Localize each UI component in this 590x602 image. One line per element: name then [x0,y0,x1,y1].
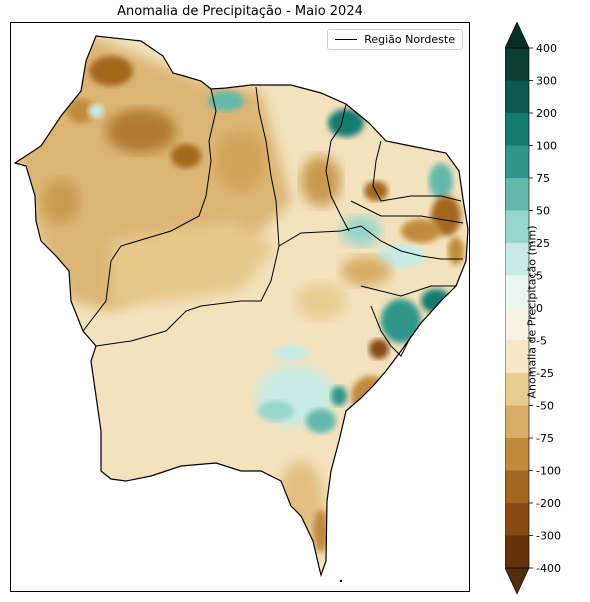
colorbar-segment [505,308,529,341]
nordeste-map [13,35,469,583]
colorbar-extend-top [505,22,530,49]
colorbar-tick-label: -400 [536,562,561,575]
legend-label: Região Nordeste [364,33,455,46]
colorbar-tick-label: -50 [536,400,554,413]
colorbar-tick-label: -25 [536,367,554,380]
colorbar-tick-label: 5 [536,270,543,283]
colorbar-segment [505,210,529,244]
legend-line-swatch [335,39,358,40]
map-legend: Região Nordeste [327,29,463,50]
colorbar-tick-label: -75 [536,432,554,445]
map-area: Região Nordeste [10,22,470,592]
colorbar-segment [505,340,529,374]
map-title: Anomalia de Precipitação - Maio 2024 [117,4,363,19]
region-outline [13,35,469,578]
colorbar-tick-label: 100 [536,140,557,153]
state-borders [82,86,464,357]
colorbar-segment [505,145,529,179]
colorbar-tick-label: -100 [536,465,561,478]
colorbar-segment [505,405,529,439]
colorbar-segment [505,470,529,504]
colorbar-tick-label: -300 [536,530,561,543]
colorbar-tick-label: 0 [536,302,543,315]
colorbar-segment [505,438,529,471]
colorbar-tick-label: -5 [536,335,547,348]
colorbar-segment [505,48,529,81]
colorbar-segment [505,373,529,406]
colorbar-extend-bottom [505,567,530,595]
colorbar-segment [505,113,529,146]
colorbar-tick-label: -200 [536,497,561,510]
colorbar-segment [505,80,529,114]
colorbar-tick-label: 25 [536,237,550,250]
colorbar-segment [505,275,529,309]
colorbar-label: Anomalia de Precipitação (mm) [525,225,539,399]
colorbar: 40030020010075502550-5-25-50-75-100-200-… [505,22,561,595]
colorbar-segment [505,178,529,211]
colorbar-segment [505,503,529,536]
colorbar-tick-label: 200 [536,107,557,120]
colorbar-tick-label: 400 [536,42,557,55]
colorbar-segment [505,535,529,569]
colorbar-tick-label: 75 [536,172,550,185]
colorbar-tick-label: 300 [536,75,557,88]
colorbar-segment [505,243,529,276]
precipitation-field [15,36,468,575]
colorbar-tick-label: 50 [536,205,550,218]
